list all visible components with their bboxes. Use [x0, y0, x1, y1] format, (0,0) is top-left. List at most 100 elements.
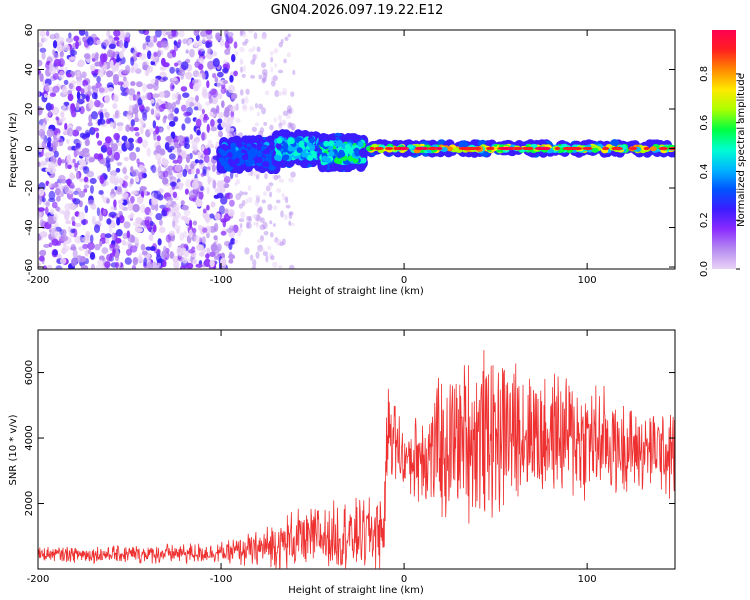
spectrogram-noise-cell [258, 206, 263, 214]
spectrogram-noise-cell [48, 235, 53, 240]
spectrogram-noise-cell [95, 220, 101, 226]
spectrogram-noise-cell [88, 156, 96, 163]
spectrogram-noise-cell [46, 264, 53, 269]
spectrogram-noise-cell [131, 264, 137, 269]
spectrogram-noise-cell [116, 122, 124, 127]
spectrogram-noise-cell [255, 251, 260, 259]
spectrogram-noise-cell [70, 103, 76, 112]
spectrogram-noise-cell [165, 196, 173, 202]
y-tick-label: 0 [24, 145, 35, 151]
spectrogram-noise-cell [193, 106, 200, 111]
spectrogram-noise-cell [150, 245, 156, 252]
spectrogram-noise-cell [173, 203, 180, 213]
spectrogram-noise-cell [178, 30, 185, 38]
spectrogram-noise-cell [90, 65, 96, 72]
spectrogram-noise-cell [231, 54, 236, 63]
spectrogram-noise-cell [201, 145, 205, 152]
spectrogram-noise-cell [208, 96, 213, 104]
spectrogram-noise-cell [219, 38, 225, 47]
spectrogram-noise-cell [94, 61, 100, 67]
spectrogram-peak-cell [458, 146, 470, 151]
spectrogram-noise-cell [288, 264, 295, 269]
spectrogram-noise-cell [201, 108, 205, 115]
spectrogram-noise-cell [125, 140, 130, 149]
spectrogram-noise-cell [130, 235, 136, 243]
y-tick-label: 2000 [24, 491, 35, 516]
spectrogram-noise-cell [75, 142, 81, 149]
spectrogram-noise-cell [129, 126, 135, 132]
spectrogram-noise-cell [272, 261, 278, 268]
spectrogram-noise-cell [91, 215, 96, 225]
spectrogram-noise-cell [46, 141, 51, 148]
spectrogram-noise-cell [251, 214, 258, 219]
spectrogram-noise-cell [125, 124, 131, 133]
spectrogram-noise-cell [73, 35, 80, 42]
spectrogram-noise-cell [141, 250, 148, 256]
spectrogram-noise-cell [39, 47, 47, 53]
spectrogram-noise-cell [84, 30, 89, 37]
spectrogram-noise-cell [105, 180, 109, 186]
spectrogram-signal-cell [288, 138, 295, 145]
spectrogram-noise-cell [269, 50, 274, 56]
spectrogram-noise-cell [141, 95, 146, 101]
spectrogram-noise-cell [43, 265, 48, 269]
spectrogram-noise-cell [242, 104, 248, 112]
spectrogram-noise-cell [233, 239, 239, 244]
spectrogram-noise-cell [184, 188, 189, 195]
spectrogram-noise-cell [95, 132, 100, 139]
spectrogram-noise-cell [84, 139, 90, 147]
spectrogram-signal-cell [354, 150, 361, 157]
spectrogram-noise-cell [192, 227, 197, 234]
spectrogram-noise-cell [123, 241, 130, 246]
spectrogram-noise-cell [152, 93, 160, 98]
colorbar-tick-label: 0.0 [699, 261, 710, 277]
spectrogram-noise-cell [65, 155, 71, 165]
spectrogram-noise-cell [194, 159, 199, 164]
spectrogram-noise-cell [63, 242, 67, 247]
spectrogram-noise-cell [121, 79, 129, 88]
spectrogram-noise-cell [177, 93, 182, 101]
spectrogram-peak-cell [614, 146, 622, 151]
spectrogram-noise-cell [73, 190, 79, 196]
spectrogram-noise-cell [50, 229, 58, 238]
spectrogram-noise-cell [127, 214, 134, 219]
spectrogram-noise-cell [96, 39, 102, 45]
spectrogram-noise-cell [244, 96, 249, 104]
spectrogram-noise-cell [161, 250, 168, 259]
spectrogram-noise-cell [132, 203, 140, 213]
spectrogram-noise-cell [172, 220, 176, 228]
spectrogram-signal-cell [321, 155, 328, 162]
spectrogram-peak-cell [554, 146, 561, 151]
spectrogram-noise-cell [75, 85, 82, 92]
spectrogram-noise-cell [70, 257, 77, 267]
spectrogram-noise-cell [247, 185, 252, 192]
spectrogram-noise-cell [165, 31, 173, 36]
spectrogram-noise-cell [213, 235, 218, 241]
spectrogram-noise-cell [205, 30, 213, 35]
spectrogram-noise-cell [216, 243, 222, 252]
spectrogram-noise-cell [132, 169, 140, 177]
spectrogram-noise-cell [60, 111, 65, 118]
spectrogram-noise-cell [254, 122, 260, 127]
spectrogram-noise-cell [87, 90, 92, 96]
spectrogram-noise-cell [133, 117, 140, 123]
spectrogram-noise-cell [124, 31, 130, 38]
spectrogram-noise-cell [248, 105, 255, 111]
spectrogram-noise-cell [135, 228, 143, 233]
spectrogram-noise-cell [122, 206, 128, 212]
spectrogram-noise-cell [50, 209, 54, 215]
spectrogram-noise-cell [210, 201, 216, 208]
spectrogram-noise-cell [58, 70, 65, 80]
spectrogram-noise-cell [142, 83, 147, 93]
spectrogram-noise-cell [205, 253, 210, 259]
spectrogram-noise-cell [162, 170, 169, 178]
spectrogram-noise-cell [182, 230, 188, 239]
spectrogram-noise-cell [209, 251, 216, 257]
spectrogram-noise-cell [185, 262, 194, 269]
spectrogram-noise-cell [65, 37, 74, 43]
spectrogram-noise-cell [72, 249, 78, 259]
spectrogram-signal-cell [309, 144, 316, 151]
spectrogram-noise-cell [290, 91, 295, 97]
spectrogram-noise-cell [174, 107, 180, 114]
spectrogram-noise-cell [250, 74, 256, 79]
